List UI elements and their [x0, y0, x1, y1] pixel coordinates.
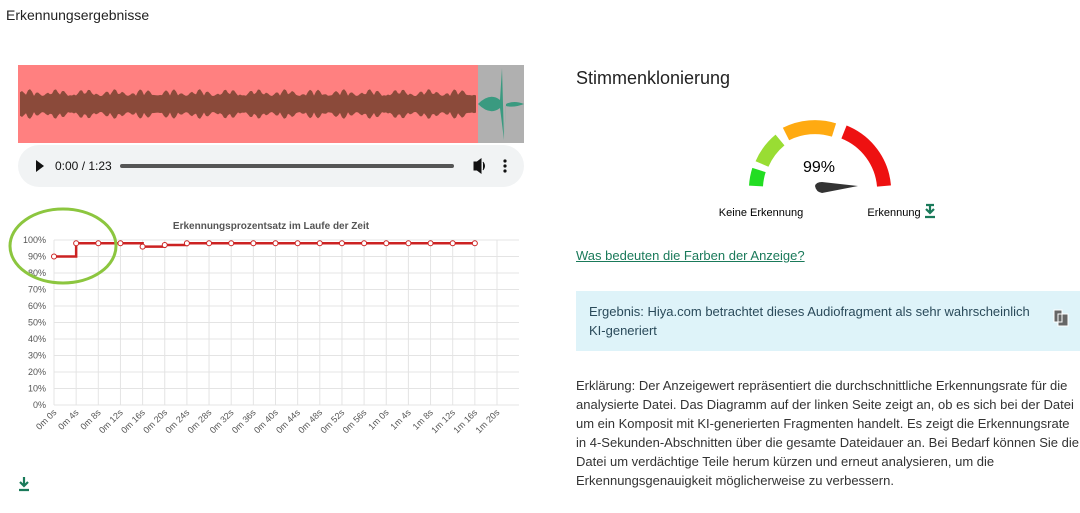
seek-bar[interactable]: [120, 164, 454, 168]
explanation: Erklärung: Der Anzeigewert repräsentiert…: [576, 378, 1079, 488]
point: [139, 243, 146, 250]
result-box: [576, 291, 1080, 351]
page-title: Erkennungsergebnisse: [6, 7, 150, 23]
point: [95, 240, 102, 247]
y-tick-label: 40%: [28, 334, 46, 344]
point: [383, 240, 390, 247]
waveform: [20, 89, 476, 119]
help-link[interactable]: Was bedeuten die Farben der Anzeige?: [576, 248, 805, 263]
point: [51, 253, 57, 260]
y-tick-label: 100%: [23, 235, 46, 245]
y-tick-label: 90%: [28, 252, 46, 262]
gauge-needle: [815, 182, 858, 193]
panel-title: Stimmenklonierung: [576, 68, 731, 88]
y-tick-label: 60%: [28, 301, 46, 311]
y-tick-label: 80%: [28, 268, 46, 278]
x-tick-label: 0m 56s: [341, 407, 369, 435]
download-icon[interactable]: [19, 477, 29, 492]
point: [228, 240, 235, 247]
point: [117, 240, 124, 247]
point: [361, 240, 368, 247]
x-tick-label: 1m 0s: [366, 407, 391, 432]
point: [338, 240, 345, 247]
menu-button[interactable]: [503, 159, 507, 173]
y-tick-label: 70%: [28, 285, 46, 295]
x-tick-label: 0m 0s: [34, 407, 59, 432]
point: [316, 240, 323, 247]
point: [471, 240, 478, 247]
point: [272, 240, 279, 247]
x-tick-label: 0m 4s: [56, 407, 81, 432]
point: [73, 240, 80, 247]
point: [405, 240, 412, 247]
volume-button[interactable]: [473, 158, 485, 174]
result-text: Ergebnis: Hiya.com betrachtet dieses Aud…: [589, 304, 1030, 338]
point: [161, 241, 168, 248]
point: [449, 240, 456, 247]
gauge-right-label: Erkennung: [867, 207, 920, 219]
waveform-tail: [478, 68, 524, 140]
y-tick-label: 20%: [28, 367, 46, 377]
point: [250, 240, 257, 247]
y-tick-label: 30%: [28, 351, 46, 361]
y-tick-label: 50%: [28, 318, 46, 328]
player-time: 0:00 / 1:23: [55, 159, 112, 173]
copy-icon[interactable]: [1053, 309, 1069, 327]
play-button[interactable]: [36, 160, 44, 172]
gauge-left-label: Keine Erkennung: [719, 207, 803, 219]
highlight-circle: [8, 207, 118, 285]
download-icon[interactable]: [925, 203, 935, 219]
chart-title: Erkennungsprozentsatz im Laufe der Zeit: [173, 221, 370, 232]
y-tick-label: 10%: [28, 384, 46, 394]
x-tick-label: 1m 20s: [473, 407, 501, 435]
gauge: [749, 120, 891, 187]
x-tick-label: 1m 4s: [388, 407, 413, 432]
gauge-value: 99%: [803, 159, 835, 176]
point: [183, 240, 190, 247]
point: [427, 240, 434, 247]
y-tick-label: 0%: [33, 400, 46, 410]
point: [294, 240, 301, 247]
point: [206, 240, 213, 247]
